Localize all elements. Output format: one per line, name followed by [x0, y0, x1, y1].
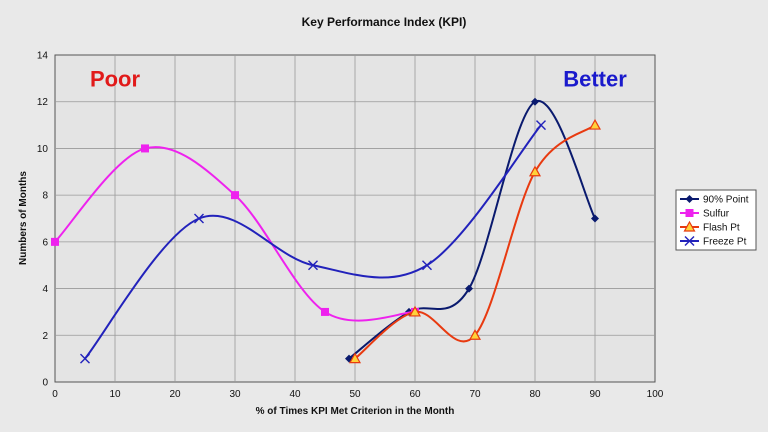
legend-marker — [685, 195, 694, 203]
series-flash-pt — [348, 118, 602, 364]
legend-marker — [685, 209, 694, 217]
y-tick-label: 12 — [37, 97, 49, 108]
data-point-sulfur — [231, 191, 239, 200]
x-tick-label: 70 — [469, 389, 481, 400]
x-tick-label: 0 — [52, 389, 58, 400]
legend-marker — [684, 236, 695, 246]
legend-item-sulfur: Sulfur — [680, 209, 730, 220]
data-point-flash-pt — [408, 305, 422, 317]
data-point-sulfur — [321, 307, 329, 316]
y-axis-label: Numbers of Months — [18, 171, 29, 265]
data-point-flash-pt — [468, 329, 482, 340]
x-tick-label: 50 — [349, 389, 361, 400]
marker-stroke — [80, 353, 90, 364]
series-line-90-point — [348, 100, 596, 360]
data-point-freeze-pt — [80, 353, 90, 364]
y-tick-label: 10 — [37, 144, 49, 155]
marker-stroke — [684, 236, 695, 246]
marker-stroke — [308, 260, 318, 271]
y-tick-label: 0 — [42, 378, 48, 389]
series-line-flash-pt — [354, 124, 596, 360]
x-tick-label: 40 — [289, 389, 301, 400]
data-point-flash-pt — [588, 118, 602, 130]
annotation-better: Better — [563, 66, 627, 91]
data-point-90-point — [465, 284, 473, 293]
marker-stroke — [194, 213, 204, 224]
x-tick-label: 30 — [229, 389, 241, 400]
chart-title: Key Performance Index (KPI) — [302, 15, 467, 29]
x-tick-label: 10 — [109, 389, 121, 400]
data-point-freeze-pt — [308, 260, 318, 271]
y-tick-label: 14 — [37, 51, 49, 62]
x-tick-label: 20 — [169, 389, 181, 400]
x-axis-ticks: 0 10 20 30 40 50 60 70 80 90 100 — [52, 389, 664, 400]
marker-stroke — [422, 260, 432, 271]
x-tick-label: 60 — [409, 389, 421, 400]
data-point-sulfur — [141, 144, 149, 153]
x-tick-label: 100 — [647, 389, 664, 400]
data-point-90-point — [531, 97, 539, 106]
legend: 90% Point Sulfur Flash Pt Freeze Pt — [675, 189, 757, 251]
legend-item-90-point: 90% Point — [680, 195, 749, 206]
x-tick-label: 90 — [589, 389, 601, 400]
annotations: Poor Better — [90, 66, 627, 91]
legend-item-freeze-pt: Freeze Pt — [680, 236, 747, 248]
legend-label: Sulfur — [703, 209, 730, 220]
y-tick-label: 4 — [42, 284, 48, 295]
annotation-poor: Poor — [90, 66, 141, 91]
legend-item-flash-pt: Flash Pt — [680, 220, 740, 234]
y-tick-label: 8 — [42, 191, 48, 202]
data-point-flash-pt — [348, 352, 362, 364]
x-axis-label: % of Times KPI Met Criterion in the Mont… — [256, 406, 455, 417]
marker-stroke — [536, 120, 546, 131]
data-point-freeze-pt — [536, 120, 546, 131]
y-axis-ticks: 0 2 4 6 8 10 12 14 — [37, 51, 49, 389]
y-tick-label: 2 — [42, 331, 48, 342]
legend-label: Freeze Pt — [703, 237, 747, 248]
series-layer — [51, 97, 602, 364]
x-tick-label: 80 — [529, 389, 541, 400]
data-point-flash-pt — [528, 165, 542, 177]
series-freeze-pt — [80, 120, 546, 364]
y-tick-label: 6 — [42, 237, 48, 248]
legend-label: 90% Point — [703, 195, 749, 206]
data-point-freeze-pt — [422, 260, 432, 271]
data-point-freeze-pt — [194, 213, 204, 224]
data-point-sulfur — [51, 237, 59, 246]
legend-label: Flash Pt — [703, 223, 740, 234]
data-point-90-point — [591, 214, 599, 223]
legend-marker — [683, 220, 696, 232]
